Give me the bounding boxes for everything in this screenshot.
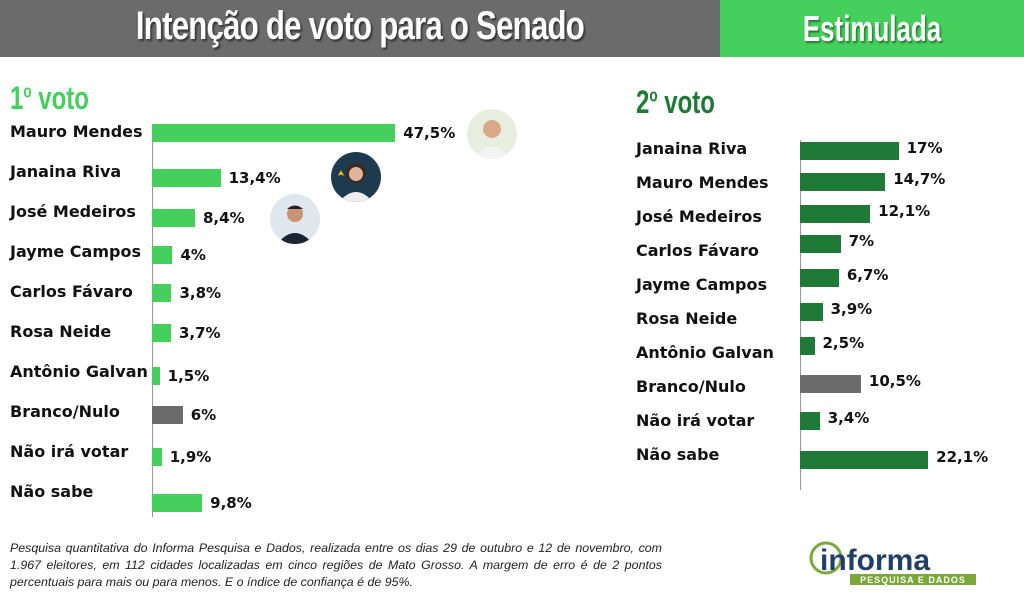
- category-label: Não sabe: [10, 482, 94, 501]
- category-label: Não irá votar: [636, 411, 755, 430]
- bar: [800, 269, 839, 287]
- informa-logo: informa PESQUISA E DADOS: [806, 540, 978, 586]
- category-label: Janaina Riva: [636, 139, 748, 158]
- data-label: 7%: [848, 232, 875, 250]
- bar: [152, 124, 396, 142]
- bar: [152, 367, 160, 385]
- chart-1-axis: [152, 124, 153, 517]
- bar: [152, 324, 171, 342]
- bar: [152, 246, 173, 264]
- subtitle-badge: Estimulada: [802, 8, 942, 49]
- data-label: 13,4%: [228, 169, 281, 187]
- bar: [800, 303, 823, 321]
- chart-2-title: 2o voto: [636, 84, 715, 120]
- svg-text:PESQUISA E DADOS: PESQUISA E DADOS: [860, 575, 966, 585]
- candidate-photo-mauro-mendes: [467, 109, 517, 159]
- category-label: Rosa Neide: [10, 322, 112, 341]
- category-label: Não sabe: [636, 445, 720, 464]
- data-label: 14,7%: [893, 170, 946, 188]
- bar: [800, 375, 861, 393]
- data-label: 17%: [906, 139, 943, 157]
- candidate-photo-janaina-riva: [331, 152, 381, 202]
- bar: [152, 284, 172, 302]
- bar: [152, 209, 195, 227]
- bar: [152, 169, 221, 187]
- bar: [800, 451, 929, 469]
- data-label: 10,5%: [868, 372, 921, 390]
- category-label: Janaina Riva: [10, 162, 122, 181]
- category-label: José Medeiros: [10, 202, 136, 221]
- chart-1-title: 1o voto: [10, 80, 89, 116]
- bar: [152, 494, 203, 512]
- data-label: 6%: [190, 406, 217, 424]
- data-label: 4%: [180, 246, 206, 264]
- category-label: Mauro Mendes: [10, 122, 143, 141]
- header-badge: [720, 0, 1024, 57]
- svg-text:informa: informa: [820, 544, 930, 577]
- category-label: Rosa Neide: [636, 309, 738, 328]
- candidate-photo-jose-medeiros: [270, 194, 320, 244]
- category-label: Branco/Nulo: [636, 377, 746, 396]
- bar: [800, 205, 871, 223]
- bar: [152, 406, 183, 424]
- bar: [800, 412, 820, 430]
- data-label: 3,9%: [830, 300, 873, 318]
- bar: [800, 337, 815, 355]
- footnote: Pesquisa quantitativa do Informa Pesquis…: [10, 541, 662, 589]
- data-label: 3,4%: [827, 409, 870, 427]
- bar: [800, 235, 841, 253]
- data-label: 3,8%: [179, 284, 222, 302]
- data-label: 3,7%: [178, 324, 221, 342]
- category-label: Carlos Fávaro: [636, 241, 759, 260]
- category-label: Carlos Fávaro: [10, 282, 133, 301]
- category-label: Jayme Campos: [636, 275, 767, 294]
- bar: [152, 448, 162, 466]
- data-label: 1,5%: [167, 367, 210, 385]
- category-label: Mauro Mendes: [636, 173, 769, 192]
- data-label: 6,7%: [846, 266, 889, 284]
- header-bar: [0, 0, 720, 57]
- data-label: 9,8%: [210, 494, 252, 512]
- data-label: 12,1%: [878, 202, 931, 220]
- data-label: 1,9%: [169, 448, 212, 466]
- category-label: Jayme Campos: [10, 242, 141, 261]
- bar: [800, 173, 886, 191]
- category-label: Antônio Galvan: [10, 362, 148, 381]
- data-label: 2,5%: [822, 334, 865, 352]
- page-title: Intenção de voto para o Senado: [135, 4, 585, 48]
- category-label: Branco/Nulo: [10, 402, 120, 421]
- data-label: 47,5%: [403, 124, 456, 142]
- category-label: José Medeiros: [636, 207, 762, 226]
- category-label: Antônio Galvan: [636, 343, 774, 362]
- bar: [800, 142, 899, 160]
- data-label: 8,4%: [203, 209, 245, 227]
- data-label: 22,1%: [936, 448, 989, 466]
- category-label: Não irá votar: [10, 442, 129, 461]
